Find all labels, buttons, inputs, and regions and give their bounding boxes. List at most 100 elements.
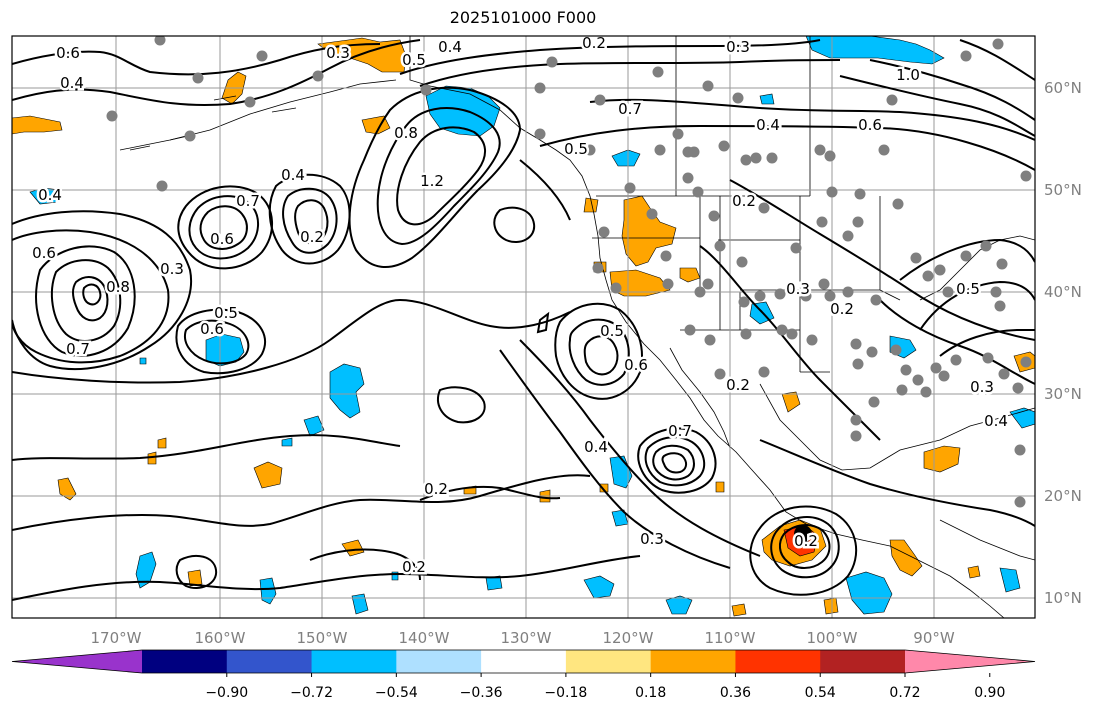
- station-dot: [934, 264, 946, 276]
- contour-label: 0.6: [32, 244, 56, 262]
- colorbar-label: −0.36: [460, 685, 503, 701]
- station-dot: [912, 374, 924, 386]
- map-frame: [11, 35, 1036, 619]
- lat-tick: 20°N: [1044, 487, 1082, 505]
- lon-tick: 140°W: [399, 629, 450, 647]
- contour-label: 0.5: [564, 140, 588, 158]
- colorbar-segment: [481, 650, 567, 673]
- colorbar-label: 0.72: [889, 685, 920, 701]
- station-dot: [592, 262, 604, 274]
- lat-tick: 10°N: [1044, 589, 1082, 607]
- station-dot: [814, 144, 826, 156]
- station-dot: [662, 278, 674, 290]
- colorbar-label: 0.90: [974, 685, 1005, 701]
- contour-label: 0.7: [618, 100, 642, 118]
- station-dot: [992, 38, 1004, 50]
- station-dot: [646, 208, 658, 220]
- contour-label: 0.3: [726, 38, 750, 56]
- colorbar-outline: [11, 649, 1036, 674]
- station-dot: [774, 288, 786, 300]
- colorbar: [11, 649, 1036, 674]
- station-markers: [106, 36, 1032, 508]
- station-dot: [750, 152, 762, 164]
- contour-label: 0.4: [984, 412, 1008, 430]
- lon-tick: 150°W: [297, 629, 348, 647]
- contour-label: 0.4: [281, 166, 305, 184]
- contour-label: 0.2: [794, 532, 818, 550]
- lon-tick: 130°W: [501, 629, 552, 647]
- station-dot: [824, 150, 836, 162]
- station-dot: [714, 368, 726, 380]
- station-dot: [870, 294, 882, 306]
- colorbar-label: 0.36: [720, 685, 751, 701]
- station-dot: [850, 430, 862, 442]
- colorbar-label: −0.18: [544, 685, 587, 701]
- station-dot: [996, 258, 1008, 270]
- station-dot: [868, 396, 880, 408]
- colorbar-labels: −0.90 −0.72 −0.54 −0.36 −0.18 0.18 0.36 0.54 0.7…: [205, 673, 1005, 701]
- station-dot: [922, 270, 934, 282]
- colorbar-segment: [565, 650, 652, 673]
- station-dot: [702, 80, 714, 92]
- station-dot: [736, 256, 748, 268]
- contour-label: 0.6: [210, 230, 234, 248]
- colorbar-segment: [142, 650, 228, 673]
- contour-label: 0.2: [424, 480, 448, 498]
- contour-label: 0.7: [236, 192, 260, 210]
- station-dot: [758, 366, 770, 378]
- station-dot: [1020, 356, 1032, 368]
- station-dot: [930, 362, 942, 374]
- lat-tick: 60°N: [1044, 79, 1082, 97]
- station-dot: [1014, 444, 1026, 456]
- contour-label: 0.7: [66, 340, 90, 358]
- colorbar-label: 0.18: [635, 685, 666, 701]
- station-dot: [154, 36, 166, 46]
- station-dot: [624, 182, 636, 194]
- colorbar-segment: [820, 650, 906, 673]
- station-dot: [776, 324, 788, 336]
- station-dot: [688, 146, 700, 158]
- station-dot: [938, 370, 950, 382]
- contour-label: 0.4: [60, 74, 84, 92]
- colorbar-extend-high: [905, 650, 1035, 673]
- station-dot: [740, 154, 752, 166]
- station-dot: [842, 286, 854, 298]
- colorbar-segment: [735, 650, 821, 673]
- station-dot: [878, 144, 890, 156]
- station-dot: [816, 216, 828, 228]
- lat-tick: 30°N: [1044, 385, 1082, 403]
- colorbar-label: −0.54: [375, 685, 418, 701]
- station-dot: [800, 290, 812, 302]
- colorbar-segment: [396, 650, 482, 673]
- station-dot: [654, 144, 666, 156]
- station-dot: [738, 296, 750, 308]
- contour-label: 0.2: [732, 192, 756, 210]
- station-dot: [672, 128, 684, 140]
- station-dot: [1020, 170, 1032, 182]
- contour-label: 1.2: [420, 172, 444, 190]
- station-dot: [1012, 382, 1024, 394]
- station-dot: [584, 144, 596, 156]
- longitude-ticks: 170°W 160°W 150°W 140°W 130°W 120°W 110°…: [91, 629, 955, 647]
- lon-tick: 90°W: [913, 629, 955, 647]
- station-dot: [192, 72, 204, 84]
- colorbar-label: −0.72: [290, 685, 333, 701]
- colorbar-extend-low: [12, 650, 142, 673]
- station-dot: [842, 230, 854, 242]
- station-dot: [610, 282, 622, 294]
- station-dot: [534, 82, 546, 94]
- station-dot: [790, 242, 802, 254]
- contour-label: 0.5: [600, 322, 624, 340]
- station-dot: [886, 94, 898, 106]
- station-dot: [740, 328, 752, 340]
- contour-label: 0.8: [106, 278, 130, 296]
- contour-label: 0.8: [394, 124, 418, 142]
- contour-label: 0.6: [624, 356, 648, 374]
- station-dot: [852, 358, 864, 370]
- station-dot: [826, 186, 838, 198]
- contour-label: 0.2: [830, 300, 854, 318]
- station-dot: [684, 324, 696, 336]
- contour-labels: 0.60.40.3 0.50.4 0.2 0.31.00.70.4 0.60.50.81…: [30, 36, 1011, 579]
- station-dot: [920, 386, 932, 398]
- station-dot: [708, 210, 720, 222]
